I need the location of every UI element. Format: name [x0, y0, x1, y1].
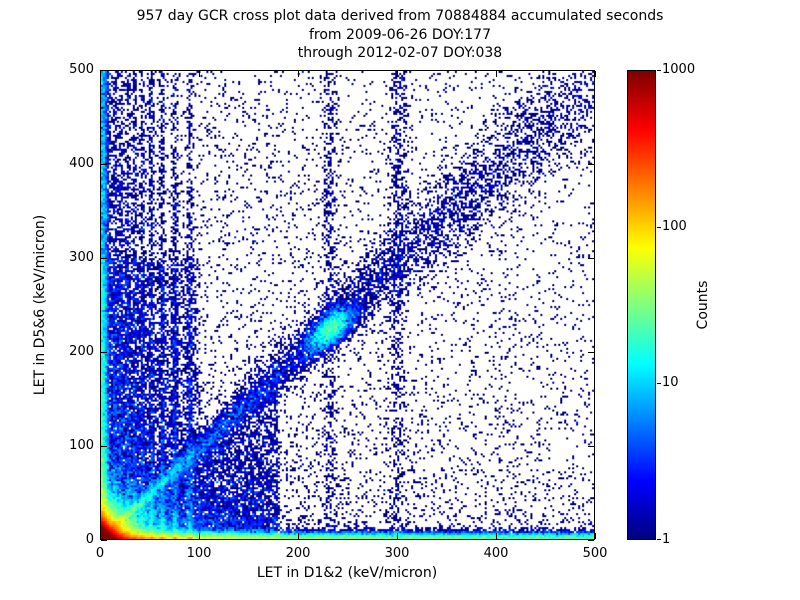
axis-tick: [100, 533, 101, 539]
colorbar-tick-label: 100: [662, 219, 687, 234]
axis-tick: [101, 164, 107, 165]
colorbar-canvas: [628, 71, 655, 539]
axis-tick: [588, 258, 594, 259]
colorbar-axis-label: Counts: [695, 280, 711, 330]
x-tick-label: 500: [582, 546, 608, 561]
y-tick-label: 400: [69, 156, 94, 171]
axis-tick: [101, 446, 107, 447]
x-tick-label: 400: [483, 546, 509, 561]
x-tick-label: 0: [95, 546, 105, 561]
axis-tick: [657, 70, 661, 71]
scatter-canvas: [101, 71, 594, 539]
axis-tick: [496, 533, 497, 539]
axis-tick: [199, 533, 200, 539]
colorbar-tick-label: 1000: [662, 62, 696, 77]
x-axis-label: LET in D1&2 (keV/micron): [256, 565, 438, 581]
colorbar: [627, 70, 656, 540]
y-tick-label: 300: [69, 250, 94, 265]
axis-tick: [298, 533, 299, 539]
axis-tick: [298, 71, 299, 77]
y-tick-label: 100: [69, 438, 94, 453]
x-tick-label: 300: [384, 546, 410, 561]
plot-title: 957 day GCR cross plot data derived from…: [136, 8, 664, 24]
plot-area: [100, 70, 595, 540]
plot-subtitle-through: through 2012-02-07 DOY:038: [297, 45, 503, 61]
axis-tick: [496, 71, 497, 77]
y-axis-label: LET in D5&6 (keV/micron): [32, 214, 48, 396]
axis-tick: [588, 352, 594, 353]
axis-tick: [397, 71, 398, 77]
axis-tick: [595, 71, 596, 77]
axis-tick: [101, 70, 107, 71]
y-tick-label: 0: [85, 532, 94, 547]
y-tick-label: 200: [69, 344, 94, 359]
axis-tick: [588, 446, 594, 447]
x-tick-label: 200: [285, 546, 311, 561]
axis-tick: [100, 71, 101, 77]
colorbar-tick-label: 10: [662, 375, 679, 390]
colorbar-tick-label: 1: [662, 532, 671, 547]
axis-tick: [588, 540, 594, 541]
axis-tick: [657, 227, 661, 228]
y-tick-label: 500: [69, 62, 94, 77]
axis-tick: [595, 533, 596, 539]
axis-tick: [657, 539, 661, 540]
x-tick-label: 100: [186, 546, 212, 561]
plot-subtitle-from: from 2009-06-26 DOY:177: [308, 27, 492, 43]
axis-tick: [588, 164, 594, 165]
axis-tick: [101, 258, 107, 259]
axis-tick: [199, 71, 200, 77]
axis-tick: [101, 540, 107, 541]
axis-tick: [588, 70, 594, 71]
axis-tick: [657, 383, 661, 384]
axis-tick: [397, 533, 398, 539]
axis-tick: [101, 352, 107, 353]
